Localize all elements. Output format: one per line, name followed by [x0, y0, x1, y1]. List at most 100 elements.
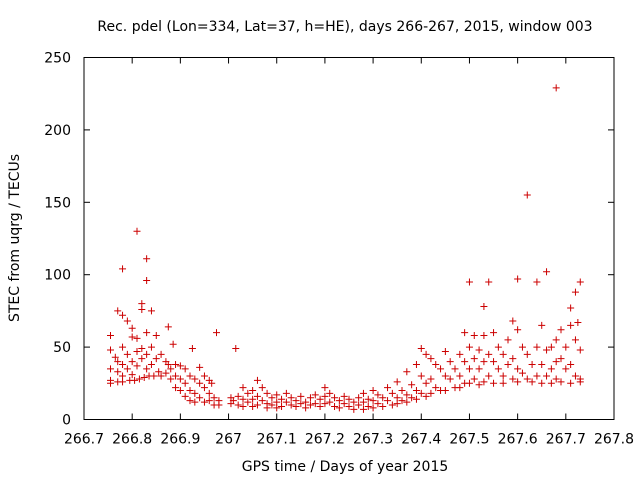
- data-point: [306, 401, 314, 409]
- data-point: [465, 343, 473, 351]
- data-point: [133, 362, 141, 370]
- data-point: [480, 378, 488, 386]
- data-point: [258, 384, 266, 392]
- data-point: [562, 343, 570, 351]
- data-point: [567, 321, 575, 329]
- data-point: [417, 372, 425, 380]
- data-point: [234, 401, 242, 409]
- data-point: [441, 372, 449, 380]
- data-point: [191, 398, 199, 406]
- data-point: [205, 397, 213, 405]
- data-point: [562, 365, 570, 373]
- data-point: [552, 84, 560, 92]
- data-point: [186, 372, 194, 380]
- data-point: [107, 332, 114, 340]
- data-point: [374, 391, 382, 399]
- data-point: [533, 278, 541, 286]
- data-point: [123, 350, 131, 358]
- data-point: [528, 360, 536, 368]
- data-point: [138, 305, 146, 313]
- data-point: [143, 276, 151, 284]
- data-point: [547, 379, 555, 387]
- data-point: [213, 329, 220, 337]
- data-point: [461, 358, 469, 366]
- data-point: [292, 402, 300, 410]
- y-axis: 0 50 100 150 200 250: [44, 51, 614, 429]
- data-point: [297, 400, 305, 408]
- data-point: [480, 358, 488, 366]
- data-point: [456, 384, 464, 392]
- data-point: [552, 358, 560, 366]
- y-tick-label: 150: [44, 195, 71, 211]
- data-point: [490, 358, 498, 366]
- data-point: [374, 400, 382, 408]
- data-point: [432, 384, 440, 392]
- data-point: [451, 365, 459, 373]
- data-point: [147, 360, 155, 368]
- data-point: [176, 387, 184, 395]
- data-point: [234, 392, 242, 400]
- data-point: [543, 346, 551, 354]
- data-point: [167, 375, 175, 383]
- data-point: [321, 400, 329, 408]
- data-point: [128, 371, 136, 379]
- data-point: [167, 365, 175, 373]
- data-point: [200, 372, 208, 380]
- data-point: [494, 343, 502, 351]
- data-point: [398, 397, 406, 405]
- data-point: [128, 333, 136, 341]
- data-point: [475, 365, 483, 373]
- y-tick-label: 100: [44, 268, 71, 284]
- data-point: [509, 355, 517, 363]
- data-point: [143, 365, 151, 373]
- data-point: [427, 389, 435, 397]
- data-point: [169, 340, 177, 348]
- data-point: [147, 343, 155, 351]
- x-tick-label: 267: [215, 432, 242, 448]
- data-point: [143, 329, 151, 337]
- data-point: [412, 387, 420, 395]
- data-point: [475, 381, 483, 389]
- data-point: [417, 345, 425, 353]
- data-point: [379, 394, 387, 402]
- data-point: [172, 372, 180, 380]
- data-point: [287, 394, 295, 402]
- data-point: [571, 336, 579, 344]
- data-point: [143, 350, 151, 358]
- data-point: [326, 389, 334, 397]
- data-point: [552, 375, 560, 383]
- data-point: [574, 318, 582, 326]
- x-tick-label: 267.3: [353, 432, 393, 448]
- data-point: [335, 397, 343, 405]
- data-point: [364, 402, 372, 410]
- data-point: [369, 387, 377, 395]
- data-point: [150, 372, 158, 380]
- data-point: [417, 389, 425, 397]
- data-point: [268, 401, 276, 409]
- data-point: [249, 387, 257, 395]
- data-point: [196, 394, 204, 402]
- data-point: [533, 343, 541, 351]
- data-point: [164, 323, 172, 331]
- data-point: [465, 379, 473, 387]
- data-point: [152, 332, 160, 340]
- data-point: [131, 376, 139, 384]
- data-point: [456, 372, 464, 380]
- data-point: [191, 389, 199, 397]
- data-point: [316, 402, 324, 410]
- data-point: [135, 375, 143, 383]
- data-point: [528, 378, 536, 386]
- data-point: [119, 378, 127, 386]
- data-point: [229, 397, 237, 405]
- data-point: [282, 389, 290, 397]
- x-axis: 266.7 266.8 266.9 267 267.1 267.2 267.3 267.4 26…: [64, 57, 634, 448]
- data-point: [509, 375, 517, 383]
- data-series: [107, 84, 584, 413]
- data-point: [494, 365, 502, 373]
- data-point: [461, 329, 469, 337]
- x-tick-label: 267.1: [257, 432, 297, 448]
- data-point: [514, 378, 522, 386]
- x-tick-label: 267.4: [401, 432, 441, 448]
- data-point: [543, 372, 551, 380]
- data-point: [133, 227, 141, 235]
